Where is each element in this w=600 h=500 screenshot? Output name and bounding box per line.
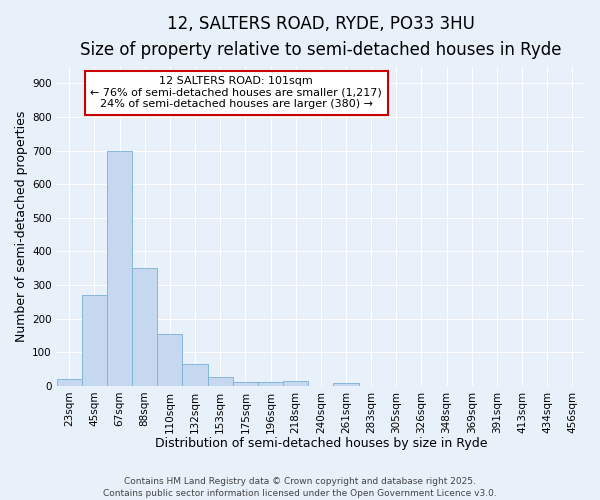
Bar xyxy=(233,382,258,386)
Bar xyxy=(208,378,233,386)
Bar xyxy=(132,268,157,386)
Bar xyxy=(82,295,107,386)
Text: Contains HM Land Registry data © Crown copyright and database right 2025.
Contai: Contains HM Land Registry data © Crown c… xyxy=(103,476,497,498)
Bar xyxy=(107,150,132,386)
Bar xyxy=(182,364,208,386)
Text: 12 SALTERS ROAD: 101sqm
← 76% of semi-detached houses are smaller (1,217)
24% of: 12 SALTERS ROAD: 101sqm ← 76% of semi-de… xyxy=(91,76,382,110)
Title: 12, SALTERS ROAD, RYDE, PO33 3HU
Size of property relative to semi-detached hous: 12, SALTERS ROAD, RYDE, PO33 3HU Size of… xyxy=(80,15,562,60)
Bar xyxy=(157,334,182,386)
Y-axis label: Number of semi-detached properties: Number of semi-detached properties xyxy=(15,110,28,342)
Bar xyxy=(56,379,82,386)
Bar xyxy=(334,383,359,386)
Bar xyxy=(258,382,283,386)
X-axis label: Distribution of semi-detached houses by size in Ryde: Distribution of semi-detached houses by … xyxy=(155,437,487,450)
Bar xyxy=(283,382,308,386)
